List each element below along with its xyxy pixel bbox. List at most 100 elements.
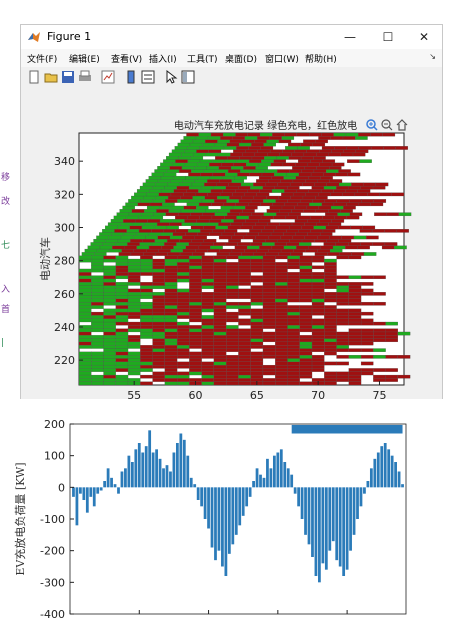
heatmap-cell <box>164 315 178 319</box>
heatmap-cell <box>156 209 169 213</box>
heatmap-cell <box>148 245 162 250</box>
heatmap-cell <box>360 275 374 280</box>
link-plot-icon[interactable] <box>101 70 115 84</box>
zoom-out-icon[interactable] <box>381 119 393 131</box>
heatmap-cell <box>213 348 227 352</box>
heatmap-cell <box>324 361 337 366</box>
new-figure-icon[interactable] <box>27 70 41 84</box>
heatmap-cell <box>324 285 337 289</box>
menu-view[interactable]: 查看(V) <box>111 55 143 65</box>
heatmap-cell <box>302 195 316 200</box>
heatmap-cell <box>303 209 317 213</box>
maximize-button[interactable]: ☐ <box>382 30 394 44</box>
heatmap-cell <box>301 225 314 230</box>
heatmap-cell <box>324 305 337 309</box>
pointer-icon[interactable] <box>164 70 178 84</box>
heatmap-cell <box>330 192 343 197</box>
heatmap-cell <box>103 364 116 369</box>
heatmap-cell <box>152 371 165 376</box>
heatmap-cell <box>91 285 104 289</box>
y-tick-label: -100 <box>40 513 65 526</box>
menu-window[interactable]: 窗口(W) <box>265 55 299 65</box>
heatmap-cell <box>127 268 141 273</box>
heatmap-cell <box>278 209 292 213</box>
heatmap-cell <box>250 199 264 203</box>
heatmap-cell <box>299 272 313 276</box>
heatmap-cell <box>140 258 153 263</box>
heatmap-cell <box>202 212 215 217</box>
heatmap-cell <box>287 341 300 346</box>
heatmap-cell <box>164 268 178 273</box>
heatmap-cell <box>372 242 386 246</box>
heatmap-cell <box>261 159 274 163</box>
bar <box>324 487 328 570</box>
heatmap-cell <box>197 175 211 180</box>
heatmap-cell <box>331 162 345 167</box>
zoom-in-icon[interactable] <box>366 119 378 131</box>
heatmap-cell <box>294 219 308 223</box>
heatmap-cell <box>152 325 165 329</box>
heatmap-cell <box>219 179 232 183</box>
heatmap-cell <box>262 272 276 276</box>
insert-colorbar-icon[interactable] <box>124 70 138 84</box>
heatmap-cell <box>296 132 310 137</box>
heatmap-cell <box>145 235 158 240</box>
save-icon[interactable] <box>61 70 75 84</box>
heatmap-cell <box>250 311 264 316</box>
heatmap-cell <box>336 282 349 286</box>
heatmap-cell <box>272 132 285 137</box>
heatmap-cell <box>99 245 113 250</box>
heatmap-cell <box>334 146 347 150</box>
heatmap-cell <box>309 202 322 207</box>
y-tick-label: -300 <box>40 576 65 589</box>
heatmap-cell <box>164 341 178 346</box>
property-editor-icon[interactable] <box>181 70 195 84</box>
heatmap-cell <box>215 156 228 160</box>
heatmap-cell <box>252 225 265 230</box>
heatmap-cell <box>336 355 349 359</box>
heatmap-cell <box>115 275 129 280</box>
heatmap-cell <box>91 305 104 309</box>
heatmap-cell <box>352 152 366 157</box>
heatmap-cell <box>275 282 288 286</box>
menu-overflow-icon[interactable]: ↘ <box>429 52 436 61</box>
bar <box>124 468 127 488</box>
bar <box>238 487 242 526</box>
menu-help[interactable]: 帮助(H) <box>305 55 337 65</box>
heatmap-cell <box>209 175 223 180</box>
heatmap-cell <box>311 368 325 372</box>
menu-desktop[interactable]: 桌面(D) <box>225 55 257 65</box>
print-icon[interactable] <box>78 70 92 84</box>
heatmap-cell <box>176 288 190 293</box>
heatmap-cell <box>324 351 337 356</box>
heatmap-cell <box>78 318 92 323</box>
heatmap-cell <box>324 311 337 316</box>
heatmap-cell <box>330 136 344 140</box>
heatmap-cell <box>299 255 313 260</box>
heatmap-cell <box>140 355 153 359</box>
menu-file[interactable]: 文件(F) <box>27 55 58 65</box>
heatmap-cell <box>336 275 349 280</box>
heatmap-cell <box>142 238 155 243</box>
open-file-icon[interactable] <box>44 70 58 84</box>
heatmap-cell <box>360 341 374 346</box>
heatmap-cell <box>336 288 349 293</box>
heatmap-cell <box>287 364 300 369</box>
heatmap-cell <box>135 219 148 223</box>
heatmap-cell <box>342 192 356 197</box>
heatmap-cell <box>336 199 350 203</box>
close-button[interactable]: ✕ <box>418 30 430 44</box>
heatmap-cell <box>78 341 92 346</box>
menu-edit[interactable]: 编辑(E) <box>69 55 100 65</box>
home-icon[interactable] <box>396 119 408 131</box>
heatmap-cell <box>360 242 373 246</box>
minimize-button[interactable]: — <box>344 30 356 44</box>
heatmap-cell <box>115 298 129 303</box>
menu-insert[interactable]: 插入(I) <box>149 55 177 65</box>
heatmap-cell <box>136 189 150 193</box>
heatmap-cell <box>266 195 279 200</box>
insert-legend-icon[interactable] <box>141 70 155 84</box>
heatmap-cell <box>275 351 288 356</box>
heatmap-cell <box>223 132 236 137</box>
menu-tools[interactable]: 工具(T) <box>187 55 218 65</box>
